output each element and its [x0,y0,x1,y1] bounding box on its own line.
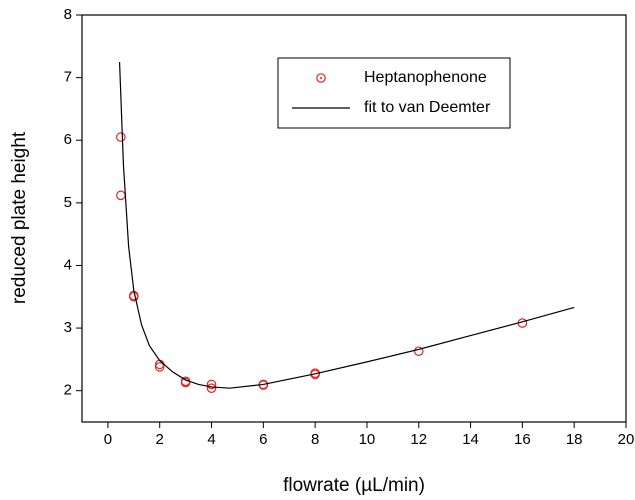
x-tick-label: 2 [156,431,164,448]
fit-line [118,61,575,389]
data-point [154,362,165,372]
legend-label: fit to van Deemter [364,99,491,116]
y-tick-label: 5 [64,194,72,211]
y-tick-label: 8 [64,6,72,23]
x-axis-title: flowrate (µL/min) [283,475,425,496]
legend-marker [316,73,326,83]
data-point [206,383,217,393]
x-tick-label: 20 [618,431,635,448]
data-point [206,379,217,390]
plot-frame [81,14,627,423]
y-tick-label: 6 [64,131,72,148]
x-tick-label: 10 [359,431,376,448]
y-tick-label: 7 [64,69,72,86]
x-tick-label: 12 [410,431,427,448]
x-tick-label: 4 [207,431,215,448]
x-tick-label: 14 [462,431,479,448]
x-tick-label: 8 [311,431,319,448]
y-tick-label: 4 [64,256,72,273]
x-tick-label: 6 [259,431,267,448]
data-point [116,190,126,201]
x-tick-label: 0 [104,431,112,448]
legend-marker-dot [320,77,322,79]
legend-box [277,57,511,129]
y-tick-label: 3 [64,319,72,336]
data-point [180,377,191,388]
y-tick-label: 2 [64,382,72,399]
x-tick-label: 18 [566,431,583,448]
y-axis-title: reduced plate height [9,131,30,304]
data-point [116,132,126,142]
x-tick-label: 16 [514,431,531,448]
legend-label: Heptanophenone [364,69,487,86]
data-point [413,346,424,357]
